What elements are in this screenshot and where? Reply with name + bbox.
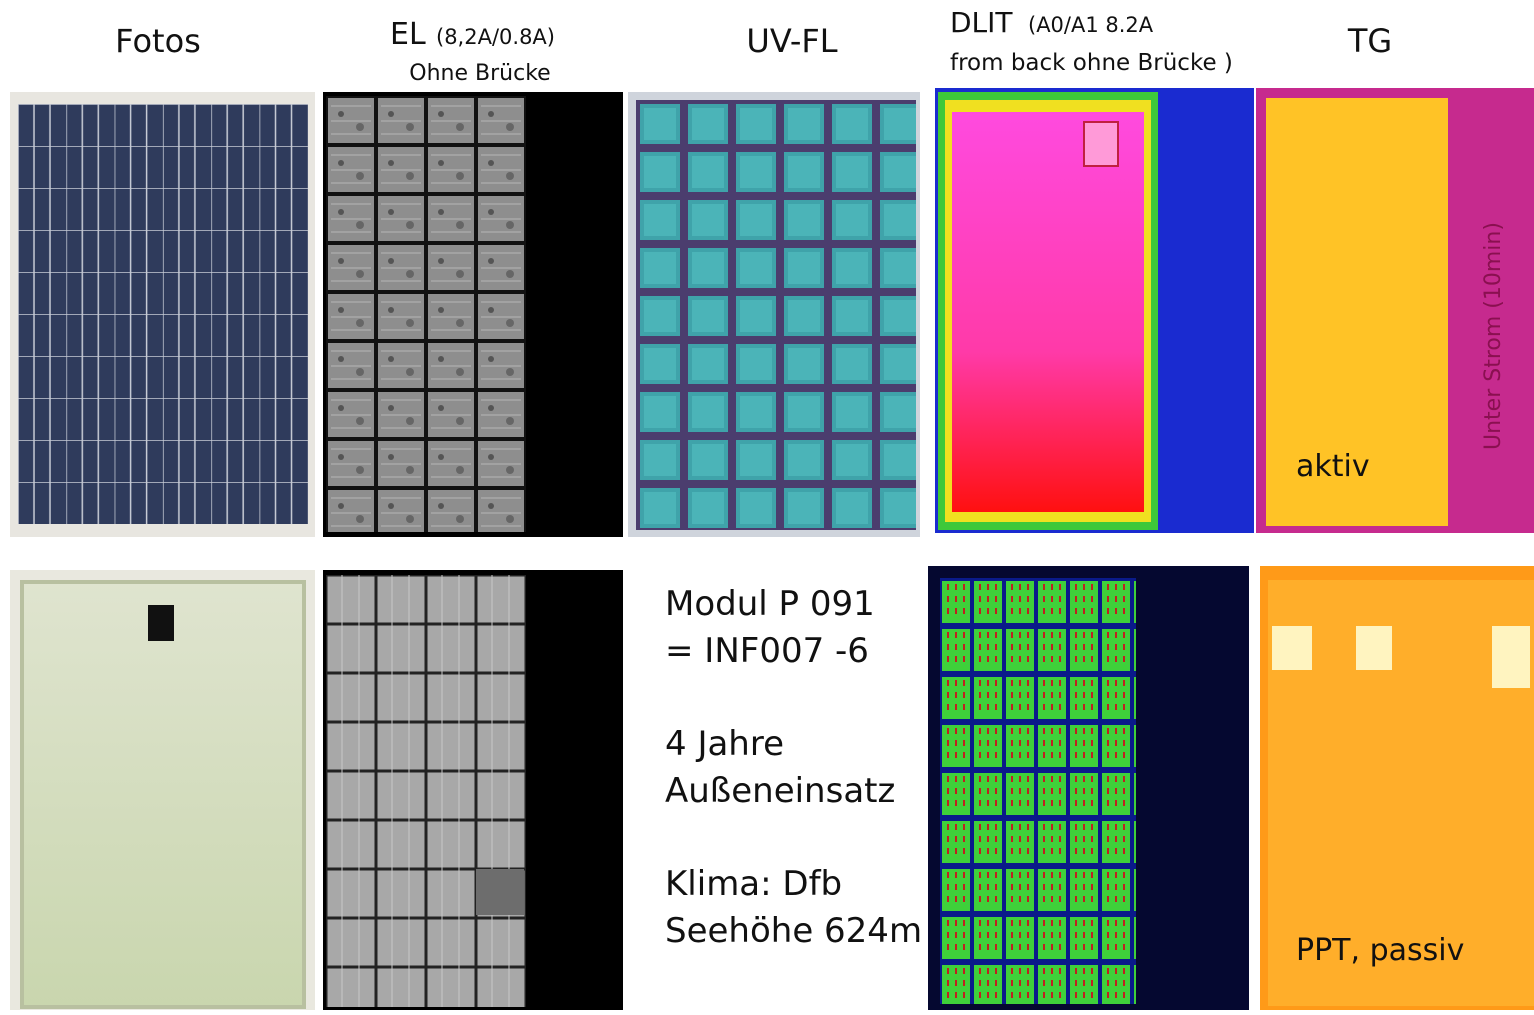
figure: Fotos EL (8,2A/0.8A) Ohne Brücke UV-FL D… [0,0,1534,1011]
header: TG [1347,22,1392,60]
info: Modul P 091 = INF007 -6 4 Jahre Außenein… [665,584,922,951]
tg-hotspot [1272,626,1312,670]
photo-front-cells [18,104,308,524]
header-note: from back ohne Brücke ) [950,50,1233,76]
header-note: Ohne Brücke [409,61,550,86]
dlit-box [1084,122,1118,166]
tg-label: aktiv [1296,449,1370,484]
info-line: 4 Jahre [665,724,784,764]
junction-box [148,605,174,641]
el-dark-cell [476,869,524,915]
tg-label: Unter Strom (10min) [1481,222,1506,450]
dlit-module [952,112,1144,512]
header-note: (A0/A1 8.2A [1028,13,1154,37]
header: EL [390,17,426,52]
info-line: Modul P 091 [665,584,875,624]
photo-back-sheet [22,582,304,1007]
header: Fotos [115,22,201,60]
tg-hotspot [1356,626,1392,670]
tg-label: PPT, passiv [1296,933,1464,968]
info-line: = INF007 -6 [665,631,869,671]
dlit-bottom-cells [940,578,1136,1004]
el-bottom-cells [326,575,526,1007]
header-note: (8,2A/0.8A) [436,25,555,49]
header: DLIT [950,6,1013,39]
el-top-cells [326,96,526,532]
info-line: Seehöhe 624m [665,911,922,951]
info-line: Außeneinsatz [665,771,895,811]
info-line: Klima: Dfb [665,864,842,904]
header: UV-FL [746,22,837,60]
uvfl-cells [636,100,916,530]
tg-hotspot [1492,626,1530,688]
